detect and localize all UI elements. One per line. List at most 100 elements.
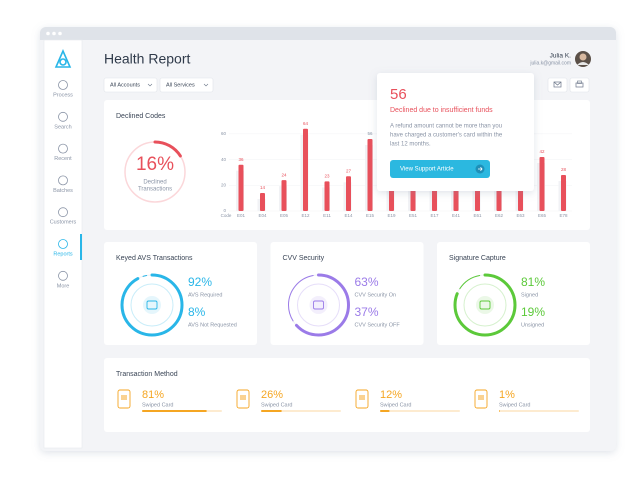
bar[interactable] [539, 157, 545, 211]
nav-icon[interactable] [58, 175, 68, 186]
avatar[interactable] [575, 51, 591, 67]
nav-icon[interactable] [58, 239, 68, 249]
metric-value: 92% [188, 275, 212, 289]
x-tick-label: E15 [366, 213, 375, 218]
bar[interactable] [367, 139, 373, 211]
progress-fill [380, 410, 390, 412]
bar[interactable] [561, 175, 566, 211]
card-title: Declined Codes [116, 113, 166, 120]
metric-label: Unsigned [521, 322, 544, 328]
sidebar [43, 39, 83, 449]
nav-label[interactable]: Batches [53, 188, 73, 194]
nav-icon[interactable] [58, 80, 68, 90]
inner-ring [463, 283, 507, 327]
method-label: Swiped Card [261, 402, 293, 408]
window-dot[interactable] [46, 31, 50, 36]
filter-label[interactable]: All Services [166, 82, 195, 88]
metric-label: CVV Security On [355, 292, 397, 298]
x-tick-label: E01 [237, 213, 246, 218]
nav-icon[interactable] [58, 111, 68, 122]
card-title: CVV Security [283, 255, 325, 262]
progress-track [380, 410, 460, 412]
metric-icon [479, 300, 491, 310]
bar-value: 28 [561, 167, 567, 172]
bar-value: 14 [260, 185, 266, 190]
bar-value: 27 [346, 168, 352, 173]
nav-icon[interactable] [58, 143, 68, 154]
icon-bg [476, 296, 494, 314]
method-icon-detail [121, 395, 127, 400]
nav-icon[interactable] [58, 207, 68, 218]
tooltip-text: have charged a customer's card within th… [390, 133, 503, 139]
method-label: Swiped Card [142, 402, 174, 408]
x-tick-label: E41 [452, 213, 461, 218]
ring-arc [120, 273, 184, 337]
nav-label[interactable]: Customers [50, 220, 77, 226]
x-tick-label: E51 [409, 213, 418, 218]
y-tick-label: 0 [223, 208, 226, 213]
card-title: Signature Capture [449, 255, 506, 262]
method-icon-detail [359, 395, 365, 400]
x-tick-label: E14 [344, 213, 353, 218]
x-tick-label: E63 [516, 213, 525, 218]
bar[interactable] [324, 181, 330, 211]
nav-label[interactable]: Reports [53, 251, 73, 257]
title-bar-fill [40, 34, 616, 40]
filter-dropdown[interactable] [103, 77, 158, 93]
metric-value: 8% [188, 305, 206, 319]
progress-track [499, 410, 579, 412]
bar-value: 36 [238, 157, 244, 162]
mail-icon-flap [553, 81, 562, 86]
window-dot[interactable] [58, 31, 62, 36]
icon-bg [309, 296, 328, 314]
support-button[interactable] [390, 160, 490, 178]
tooltip-text: A refund amount cannot be more than you [390, 124, 502, 130]
bar[interactable] [260, 193, 265, 211]
ring-arc [453, 273, 517, 337]
active-indicator [80, 234, 82, 260]
nav-label[interactable]: More [57, 283, 70, 289]
icon-bg [143, 296, 161, 314]
progress-fill [142, 410, 207, 412]
print-button[interactable] [569, 77, 590, 93]
window-dot[interactable] [52, 31, 56, 36]
x-tick-label: E05 [280, 213, 289, 218]
method-icon-detail [478, 395, 484, 400]
bar[interactable] [281, 180, 287, 211]
mail-icon [553, 81, 562, 88]
method-value: 26% [261, 389, 283, 401]
bar-value: 42 [539, 149, 545, 154]
logo [54, 49, 72, 68]
method-icon [117, 389, 131, 409]
support-button-label[interactable]: View Support Article [400, 167, 454, 173]
method-icon-detail [240, 395, 246, 400]
user-name: Julia K. [550, 53, 572, 60]
nav-label[interactable]: Recent [54, 156, 72, 162]
nav-icon[interactable] [58, 270, 68, 281]
bar[interactable] [238, 164, 244, 211]
metric-label: Signed [521, 292, 538, 298]
method-icon [236, 389, 250, 409]
y-tick-label: 20 [221, 182, 227, 187]
filter-dropdown[interactable] [159, 77, 214, 93]
nav-label[interactable]: Search [54, 124, 71, 130]
nav-label[interactable]: Process [53, 92, 73, 98]
method-icon [474, 389, 488, 409]
method-value: 12% [380, 389, 402, 401]
metric-label: AVS Not Requested [188, 322, 237, 328]
metric-value: 63% [355, 275, 379, 289]
card-title: Transaction Method [116, 371, 178, 378]
ring-arc [123, 140, 187, 204]
arrow-icon [478, 167, 483, 171]
ring-arc [287, 273, 350, 337]
metric-icon [313, 300, 324, 310]
bar[interactable] [346, 176, 351, 211]
metric-label: CVV Security OFF [355, 322, 401, 328]
inner-ring [130, 283, 174, 327]
filter-label[interactable]: All Accounts [110, 82, 140, 88]
bar[interactable] [303, 128, 308, 211]
metric-icon [146, 300, 158, 310]
bar-value: 23 [324, 174, 330, 179]
x-axis-label: Code [221, 213, 232, 218]
